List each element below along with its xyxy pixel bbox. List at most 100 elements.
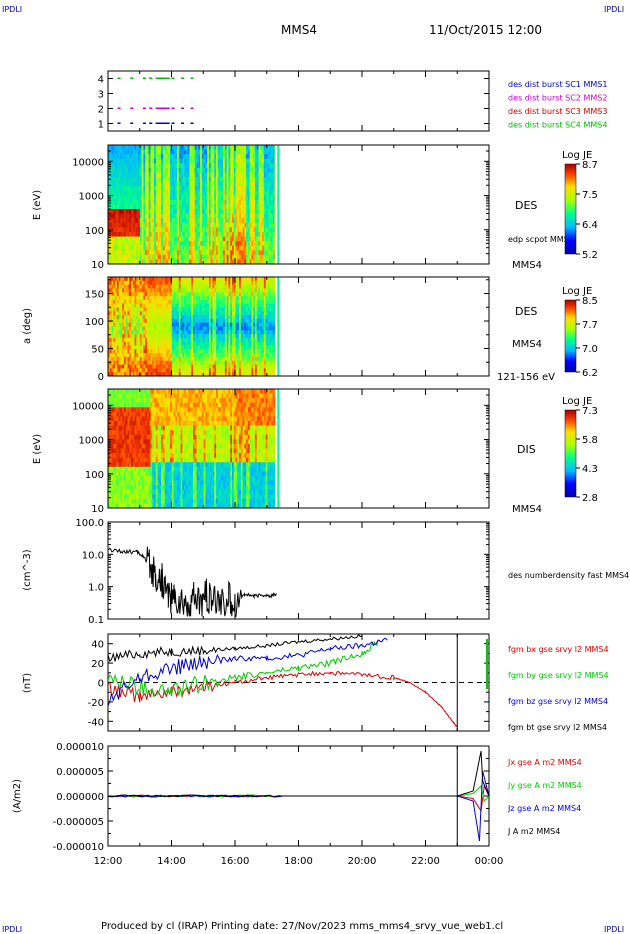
heatmap-cell [185,341,189,346]
heatmap-cell [134,190,137,196]
heatmap-cell [219,259,222,265]
heatmap-cell [187,307,190,312]
heatmap-cell [247,236,251,242]
heatmap-cell [136,360,139,365]
heatmap-cell [161,231,164,237]
heatmap-cell [223,158,226,164]
heatmap-cell [169,360,173,365]
heatmap-cell [141,177,144,183]
heatmap-cell [219,349,222,354]
heatmap-cell [189,250,192,256]
heatmap-cell [120,341,123,346]
heatmap-cell [247,334,251,339]
heatmap-cell [265,364,268,369]
heatmap-cell [210,341,213,346]
heatmap-cell [134,250,137,256]
heatmap-cell [231,345,235,350]
heatmap-cell [132,172,135,178]
heatmap-cell [221,345,224,350]
heatmap-cell [150,259,153,265]
heatmap-cell [145,199,148,205]
heatmap-cell [217,209,220,215]
heatmap-cell [239,364,242,369]
heatmap-cell [208,158,212,164]
heatmap-cell [256,218,259,224]
heatmap-cell [198,167,201,173]
heatmap-cell [228,326,231,331]
heatmap-cell [171,195,174,201]
heatmap-cell [161,368,164,373]
heatmap-cell [168,250,171,256]
heatmap-cell [244,154,247,160]
heatmap-cell [231,334,235,339]
heatmap-cell [182,296,185,301]
heatmap-cell [178,145,182,150]
heatmap-cell [244,337,247,343]
heatmap-cell [168,356,171,362]
heatmap-cell [216,213,219,219]
heatmap-cell [145,315,148,320]
heatmap-cell [171,345,174,350]
heatmap-cell [247,172,251,178]
heatmap-cell [109,330,112,335]
heatmap-cell [210,204,213,210]
heatmap-cell [138,241,141,247]
heatmap-cell [168,227,171,233]
heatmap-cell [203,330,206,335]
heatmap-cell [240,236,244,242]
heatmap-cell [251,315,254,320]
heatmap-cell [233,186,236,192]
heatmap-cell [132,311,135,316]
heatmap-cell [187,218,190,224]
heatmap-cell [269,154,272,160]
heatmap-cell [177,280,180,286]
heatmap-cell [244,318,247,324]
heatmap-cell [231,241,235,247]
heatmap-cell [231,231,235,237]
heatmap-cell [184,303,187,308]
heatmap-cell [247,190,251,196]
heatmap-cell [265,330,268,335]
heatmap-cell [230,372,233,377]
heatmap-cell [253,259,256,265]
heatmap-cell [134,259,137,265]
heatmap-cell [185,296,189,301]
heatmap-cell [177,172,180,178]
heatmap-cell [134,227,137,233]
heatmap-cell [127,280,130,286]
heatmap-cell [221,356,224,362]
heatmap-cell [109,364,112,369]
heatmap-cell [115,181,118,187]
heatmap-cell [132,368,135,373]
heatmap-cell [150,345,153,350]
heatmap-cell [219,158,222,164]
heatmap-cell [154,254,157,260]
heatmap-cell [214,360,217,365]
heatmap-cell [193,277,196,282]
heatmap-cell [246,218,249,224]
heatmap-cell [217,292,220,297]
heatmap-cell [184,181,187,187]
heatmap-cell [166,167,169,173]
heatmap-cell [193,345,196,350]
heatmap-cell [228,190,231,196]
heatmap-cell [169,345,173,350]
heatmap-cell [242,177,245,183]
heatmap-cell [251,172,254,178]
heatmap-cell [196,154,199,160]
heatmap-cell [154,227,157,233]
heatmap-cell [116,172,120,178]
heatmap-cell [237,227,240,233]
heatmap-cell [123,231,127,237]
heatmap-cell [178,231,182,237]
heatmap-cell [187,341,190,346]
heatmap-cell [155,341,158,346]
heatmap-cell [157,372,160,377]
heatmap-cell [187,209,190,215]
heatmap-cell [143,181,146,187]
heatmap-cell [115,318,118,324]
heatmap-cell [131,195,134,201]
heatmap-cell [193,341,196,346]
heatmap-cell [109,231,112,237]
heatmap-cell [228,288,231,293]
